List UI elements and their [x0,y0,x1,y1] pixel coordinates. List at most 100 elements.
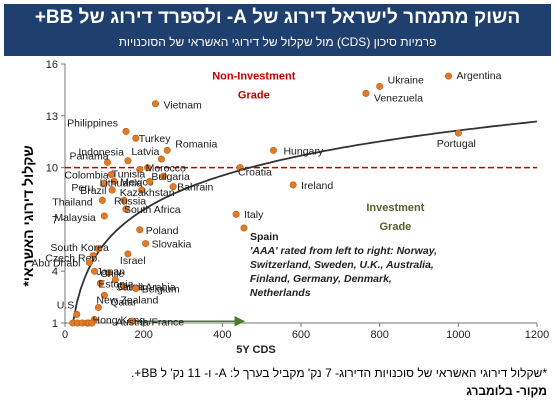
x-tick-label: 0 [62,329,68,341]
data-point [108,186,116,194]
point-label: Italy [244,209,264,221]
data-point [100,212,108,220]
data-point [362,89,370,97]
data-point [122,127,130,135]
y-tick-label: 1 [52,318,58,330]
data-point [376,82,384,90]
y-tick-label: 10 [46,163,58,175]
data-point [73,310,81,318]
data-point [124,157,132,165]
point-label: Israel [120,255,146,267]
x-tick-label: 600 [292,329,310,341]
point-label: South Korea [50,242,109,254]
data-point [142,240,150,248]
point-label: Lithuania [100,177,143,189]
data-point [151,100,159,108]
point-label: Tunisia [112,168,146,180]
data-point [122,205,130,213]
point-label: Abu Dhabi [31,258,80,270]
data-point [89,252,97,260]
data-point [454,129,462,137]
point-label: Portugal [437,138,476,150]
data-point [124,250,132,258]
data-point [100,291,108,299]
data-point [146,177,154,185]
data-point [444,72,452,80]
footnote: *שקלול דירוגי האשראי של סוכנויות הדירוג-… [130,366,547,380]
data-point [136,226,144,234]
data-point [103,158,111,166]
data-point [85,259,93,267]
investment-grade-label: Grade [380,221,412,233]
point-label: Spain [250,231,279,243]
point-label: Croatia [238,167,272,179]
data-point [96,279,104,287]
point-label: Malaysia [54,212,96,224]
point-label: Japan [97,266,126,278]
point-label: Poland [146,225,179,237]
point-label: Colombia [64,170,109,182]
x-tick-label: 1200 [525,329,549,341]
title-banner: השוק מתמחר לישראל דירוג של A- ולספרד דיר… [4,4,551,56]
y-tick-label: 13 [46,111,58,123]
point-label: Latvia [131,146,159,158]
point-label: Brazil [80,185,106,197]
data-point [98,196,106,204]
point-label: Austria/France [116,316,184,328]
data-point [240,224,248,232]
point-label: Ireland [301,180,333,192]
data-point [157,155,165,163]
data-point [132,134,140,142]
data-point [94,245,102,253]
data-point [120,283,128,291]
point-label: Mexico [120,176,153,188]
y-tick-label: 7 [52,214,58,226]
aaa-note-line: Finland, Germany, Denmark, [250,273,392,285]
point-label: Saudi Arabia [116,282,176,294]
point-label: Vietnam [163,100,202,112]
point-label: Bulgaria [151,171,190,183]
data-point [136,165,144,173]
chart-title: השוק מתמחר לישראל דירוג של A- ולספרד דיר… [34,7,521,28]
point-label: Bahrain [177,182,213,194]
point-label: Thailand [52,196,92,208]
y-tick-label: 16 [46,59,58,71]
aaa-note-line: 'AAA' rated from left to right: Norway, [250,245,437,257]
data-point [232,210,240,218]
data-point [120,196,128,204]
data-point [132,284,140,292]
non-investment-grade-label: Non-Investment [212,71,295,83]
data-point [128,317,136,325]
data-point [104,269,112,277]
point-label: Hungary [283,145,323,157]
aaa-note-line: Netherlands [250,287,311,299]
y-axis-label: שקלול דירוגי האשראי* [20,145,36,287]
point-label: Estonia [98,278,133,290]
point-label: Argentina [457,70,502,82]
point-label: Venezuela [374,92,423,104]
data-point [236,164,244,172]
y-tick-label: 4 [52,266,58,278]
data-point [138,186,146,194]
point-label: Morocco [146,163,186,175]
point-label: Qatar [110,296,137,308]
point-label: Chile [100,268,124,280]
aaa-note-line: Switzerland, Sweden, U.K., Australia, [250,259,434,271]
point-label: Panama [69,150,108,162]
x-tick-label: 400 [213,329,231,341]
point-label: Belgium [142,283,180,295]
point-label: Philippines [67,117,118,129]
point-label: Slovakia [152,239,192,251]
x-tick-label: 200 [134,329,152,341]
point-label: Indonesia [78,147,124,159]
point-label: Turkey [139,133,171,145]
x-tick-label: 800 [370,329,388,341]
data-point [100,179,108,187]
x-axis-label: 5Y CDS [236,344,276,356]
data-point [169,183,177,191]
point-label: New Zealand [96,294,158,306]
data-point [91,267,99,275]
point-label: Russia [114,195,146,207]
point-label: Peru [71,182,93,194]
data-point [144,164,152,172]
